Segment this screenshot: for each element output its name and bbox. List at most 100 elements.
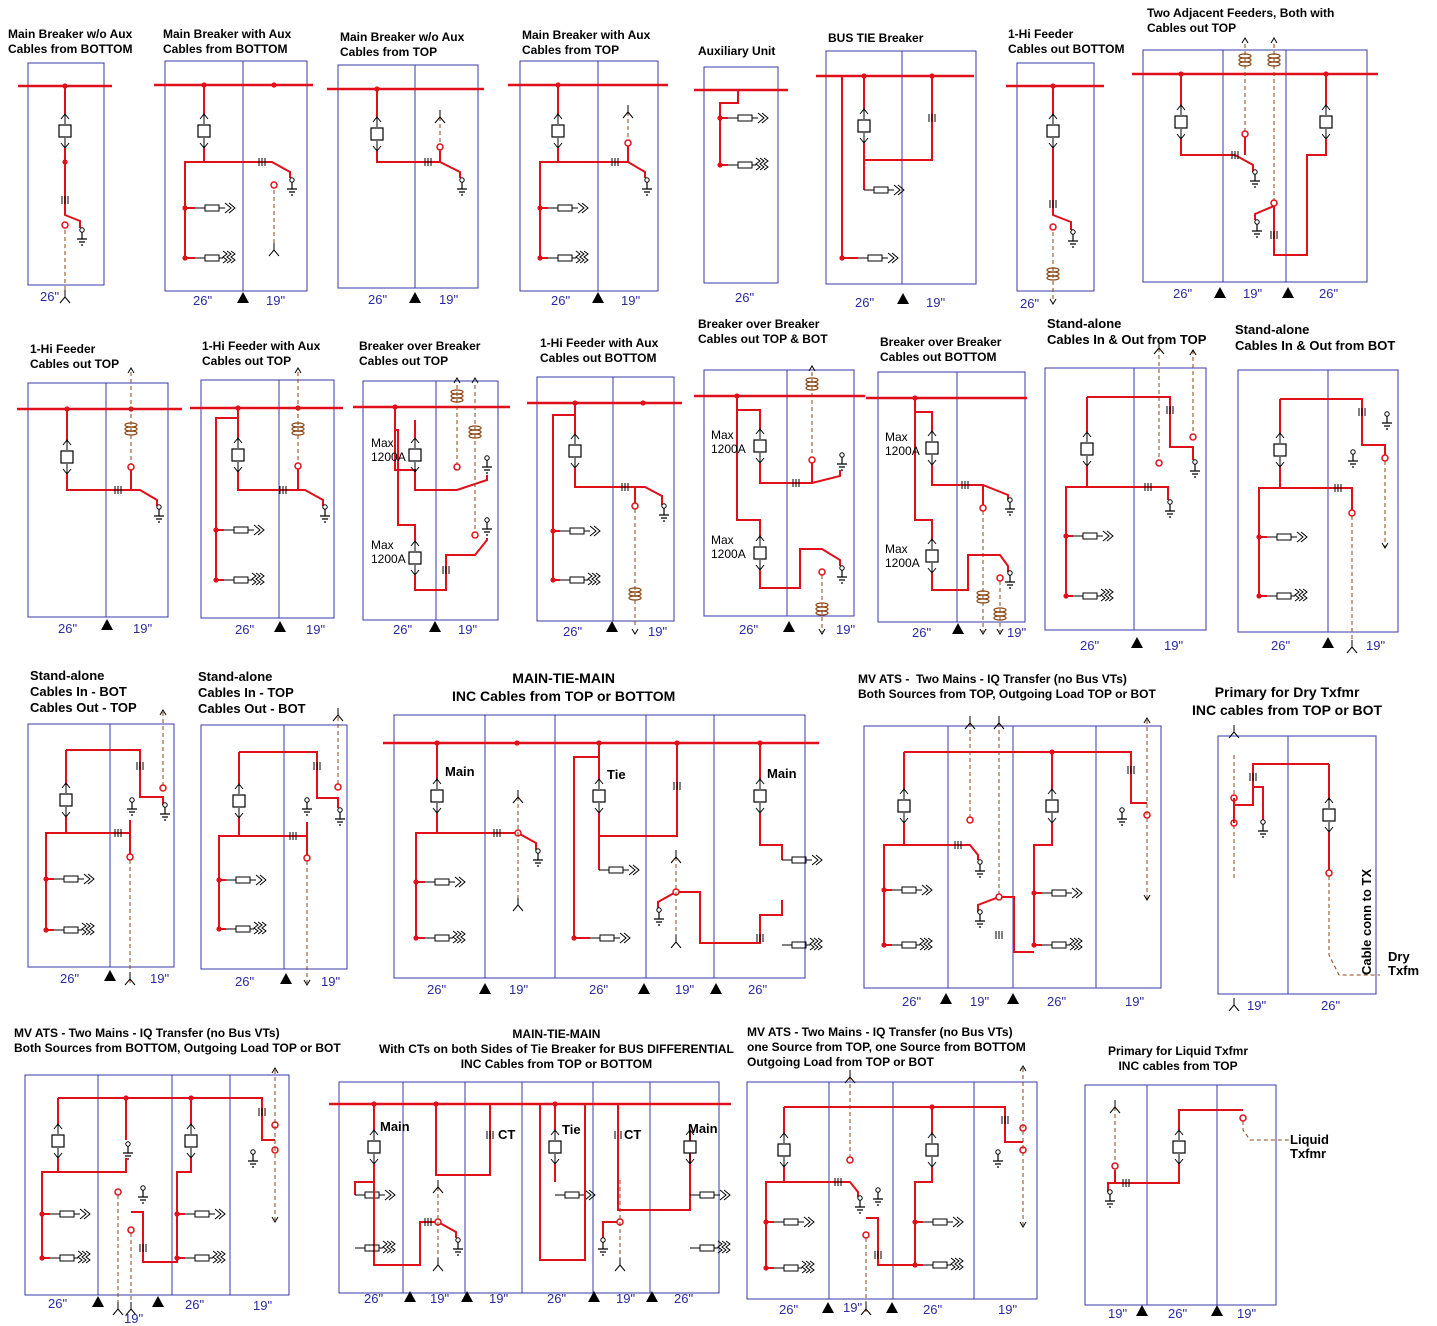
width-dimension-label: 26" [1321,998,1341,1013]
fuse-ring [127,1226,135,1234]
ct-icon [673,782,681,790]
breaker-icon [897,788,911,824]
diagram-label: Tie [607,767,626,782]
bus-line [354,1164,375,1195]
bus-line [558,161,646,178]
bus-line [1252,763,1329,820]
fuse-ring [1270,199,1278,207]
section-marker-icon [274,621,286,632]
diagram-title: Primary for Dry Txfmr INC cables from TO… [1192,684,1383,718]
ct-icon [1127,766,1135,774]
bus-line [414,538,488,591]
ground-icon [993,1149,1003,1168]
diagram-title: 1-Hi Feeder with Aux Cables out BOTTOM [540,336,659,365]
vt-icon [1042,887,1083,899]
ct-icon [928,114,936,122]
cable-termination-icon [1153,341,1165,355]
ct-icon [114,486,122,494]
cable-coil-icon [468,425,482,439]
ground-icon [123,1141,133,1160]
breaker-icon [925,538,939,574]
ground-icon [248,1149,258,1168]
fuse-ring [294,462,302,470]
width-dimension-label: 26" [393,622,413,637]
width-dimension-label: 26" [563,624,583,639]
cable-coil-icon [1046,267,1060,281]
cable-termination-icon [1228,725,1240,739]
diagram-d23 [329,1081,731,1302]
width-dimension-label: 26" [364,1291,384,1306]
section-marker-icon [1322,637,1334,648]
fuse-ring [303,854,311,862]
breaker-icon [1322,797,1336,833]
bus-line [1178,1109,1243,1130]
section-marker-icon [646,1291,658,1302]
diagram-label: CT [498,1127,516,1142]
ground-icon [320,504,330,523]
bus-line [435,1104,491,1176]
bus-line [45,817,67,930]
fuse-ring [114,1188,122,1196]
bus-line [1065,466,1088,596]
ground-icon [837,452,847,471]
cable-termination-icon [860,1302,872,1316]
fuse-ring [1241,130,1249,138]
ct-icon [114,829,122,837]
width-dimension-label: 19" [675,982,695,997]
junction-dot [929,73,935,79]
cubicle-frame [703,66,779,284]
width-dimension-label: 19" [1247,998,1267,1013]
surge-arrester-icon [224,572,265,586]
bus-line [759,548,841,589]
width-dimension-label: 19" [648,624,668,639]
diagram-label: Cable conn to TX [1359,868,1374,975]
bus-line [215,417,238,580]
surge-arrester-icon [425,930,466,944]
ground-icon [1252,219,1262,238]
diagram-title: Primary for Liquid Txfmr INC cables from… [1108,1044,1249,1073]
ground-icon [1068,229,1078,248]
ct-icon [995,931,1003,939]
width-dimension-label: 26" [551,293,571,308]
diagram-title: MV ATS - Two Mains - IQ Transfer (no Bus… [747,1025,1026,1069]
arrow-down-icon [1143,894,1151,901]
width-dimension-label: 26" [739,622,759,637]
section-marker-icon [1007,993,1019,1004]
bus-line [1087,396,1194,460]
diagram-d25 [1084,1084,1290,1316]
width-dimension-label: 26" [58,621,78,636]
vt-icon [590,932,631,944]
surge-arrester-icon [774,1260,815,1274]
breaker-icon [60,439,74,475]
diagram-title: Main Breaker with Aux Cables from BOTTOM [163,27,292,56]
cubicle-frame [536,376,675,622]
width-dimension-label: 19" [843,1300,863,1315]
ground-icon [457,177,467,196]
bus-line [539,148,559,258]
fuse-ring [1189,433,1197,441]
section-marker-icon [429,621,441,632]
bus-line [931,465,1009,500]
fuse-ring [1049,223,1057,231]
ct-icon [1270,231,1278,239]
bus-line [41,1158,59,1258]
ground-icon [1190,459,1200,478]
surge-arrester-icon [355,1240,396,1254]
diagram-label: Tie [562,1122,581,1137]
section-marker-icon [1131,637,1143,648]
bus-line [414,472,488,491]
junction-dot [271,82,277,88]
width-dimension-label: 19" [1366,638,1386,653]
diagram-label: Main [688,1121,718,1136]
bus-line [373,1182,457,1266]
breaker-icon [408,437,422,473]
breaker-icon [231,437,245,473]
breaker-icon [1273,432,1287,468]
diagram-d4 [508,60,668,303]
cubicle-frame [27,723,175,968]
ct-icon [61,196,69,204]
diagram-d7 [1006,62,1104,305]
surge-arrester-icon [195,250,236,264]
breaker-icon [753,778,767,814]
width-dimension-label: 26" [674,1291,694,1306]
